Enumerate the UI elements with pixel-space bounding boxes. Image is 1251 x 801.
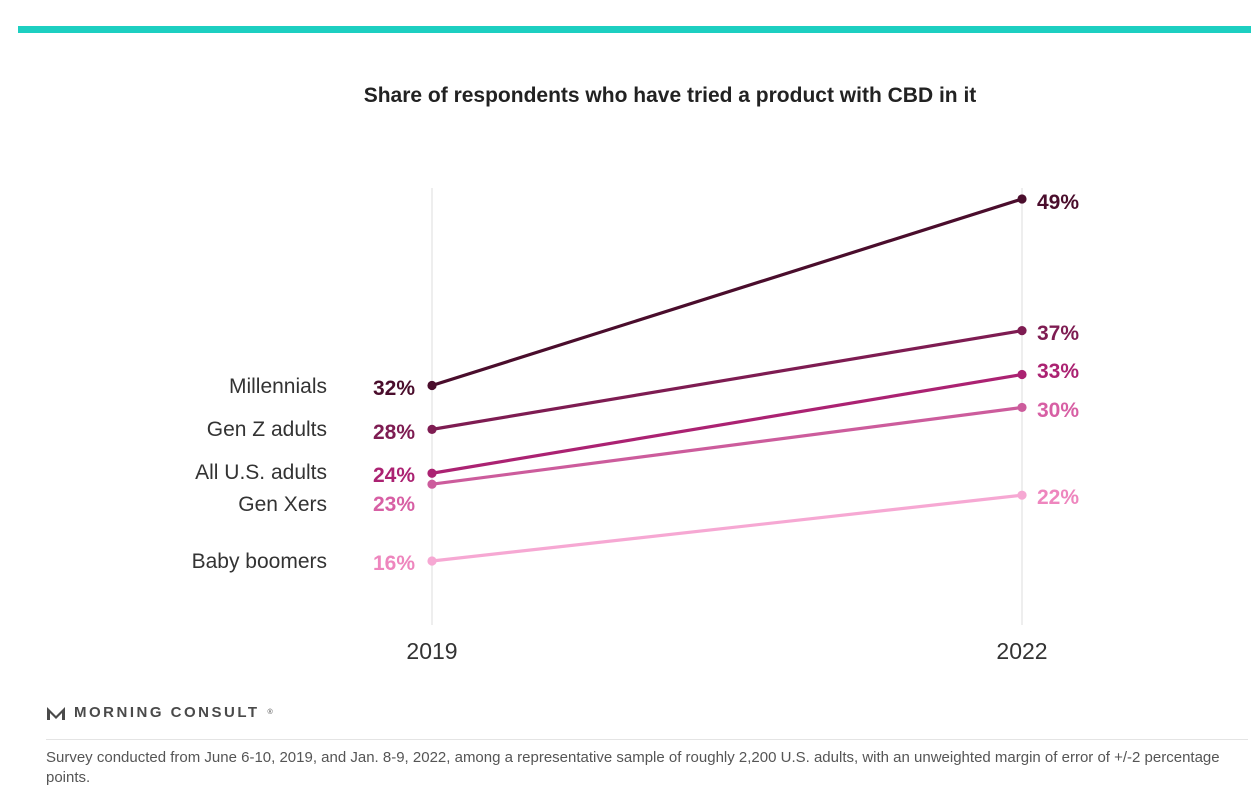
series-line-millennials [430,197,1024,388]
trademark-mark: ® [267,709,273,716]
value-label-2022: 33% [1037,360,1079,383]
data-point [1017,402,1027,413]
morning-consult-logo-icon [47,706,65,720]
series-name-label: All U.S. adults [195,461,327,484]
footer-divider [46,739,1248,740]
series-points [427,194,1027,566]
data-point [427,380,437,391]
footnote: Survey conducted from June 6-10, 2019, a… [46,749,1220,786]
series-line-baby-boomers [430,493,1024,563]
value-label-2022: 49% [1037,191,1079,214]
value-label-2022: 30% [1037,399,1079,422]
chart-title: Share of respondents who have tried a pr… [363,84,977,107]
series-line-gen-z-adults [430,329,1024,431]
value-label-2022: 37% [1037,322,1079,345]
value-label-2019: 23% [373,493,415,516]
x-tick-label: 2019 [406,638,457,664]
data-point [427,468,437,478]
brand-name: MORNING CONSULT [74,704,260,721]
value-label-2022: 22% [1037,486,1079,509]
value-label-2019: 24% [373,464,415,487]
data-point [427,479,437,489]
series-name-label: Gen Z adults [207,418,327,441]
series-name-label: Millennials [229,375,327,398]
value-label-2019: 16% [373,552,415,575]
data-point [427,424,437,434]
series-lines [430,197,1024,563]
gridlines [431,188,1023,625]
data-point [1017,369,1027,380]
series-name-label: Baby boomers [192,550,327,573]
brand-logo: MORNING CONSULT ® [46,704,273,721]
data-point [1017,326,1027,336]
series-line-all-u-s-adults [430,372,1024,475]
data-point [1017,194,1027,204]
series-name-label: Gen Xers [238,493,327,516]
x-axis-ticks: 2019 2022 [406,638,1047,664]
accent-top-bar [18,26,1251,33]
series-line-gen-xers [430,405,1024,486]
series-labels: Millennials 32% 49% Gen Z adults 28% 37% All U… [192,191,1080,575]
value-label-2019: 32% [373,377,415,400]
x-tick-label: 2022 [996,638,1047,664]
data-point [427,556,437,566]
data-point [1017,490,1027,500]
value-label-2019: 28% [373,421,415,444]
